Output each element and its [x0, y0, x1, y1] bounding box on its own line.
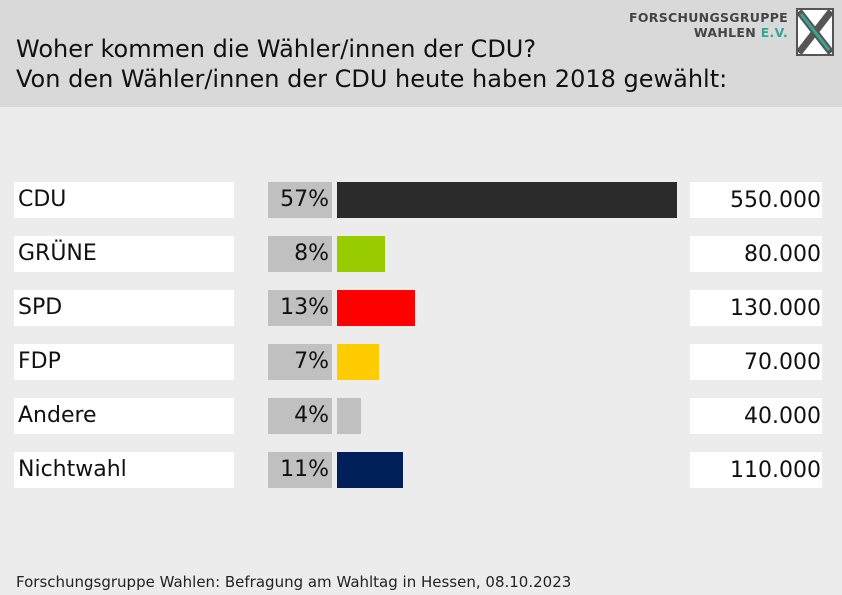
bar-nichtwahl — [337, 452, 403, 488]
absolute-value-label: 130.000 — [730, 296, 821, 321]
category-label: Andere — [18, 403, 97, 428]
absolute-value-box: 130.000 — [690, 290, 822, 326]
category-label: CDU — [18, 187, 67, 212]
source-note: Forschungsgruppe Wahlen: Befragung am Wa… — [16, 573, 572, 591]
bar-andere — [337, 398, 361, 434]
percent-label-box: 57% — [268, 182, 332, 218]
absolute-value-label: 80.000 — [744, 242, 821, 267]
category-label-box: CDU — [14, 182, 234, 218]
absolute-value-box: 40.000 — [690, 398, 822, 434]
chart-row: Nichtwahl 11% 110.000 — [0, 452, 842, 488]
logo-line2b: E.V. — [760, 25, 788, 40]
category-label-box: FDP — [14, 344, 234, 380]
category-label: Nichtwahl — [18, 457, 127, 482]
absolute-value-label: 110.000 — [730, 458, 821, 483]
fgw-x-logo-icon — [796, 8, 834, 56]
chart-title: Woher kommen die Wähler/innen der CDU? — [16, 35, 537, 63]
category-label-box: Andere — [14, 398, 234, 434]
logo-line1: FORSCHUNGSGRUPPE — [629, 10, 788, 25]
percent-label-box: 4% — [268, 398, 332, 434]
percent-label-box: 7% — [268, 344, 332, 380]
percent-label: 13% — [280, 295, 329, 320]
absolute-value-label: 550.000 — [730, 188, 821, 213]
chart-row: SPD 13% 130.000 — [0, 290, 842, 326]
chart-row: Andere 4% 40.000 — [0, 398, 842, 434]
bar-gr-ne — [337, 236, 385, 272]
header: Woher kommen die Wähler/innen der CDU? V… — [0, 0, 842, 107]
chart-row: FDP 7% 70.000 — [0, 344, 842, 380]
category-label-box: SPD — [14, 290, 234, 326]
category-label: FDP — [18, 349, 61, 374]
percent-label: 11% — [280, 457, 329, 482]
percent-label-box: 8% — [268, 236, 332, 272]
chart-row: CDU 57% 550.000 — [0, 182, 842, 218]
absolute-value-box: 550.000 — [690, 182, 822, 218]
logo-line2a: WAHLEN — [693, 25, 757, 40]
absolute-value-label: 40.000 — [744, 404, 821, 429]
category-label-box: Nichtwahl — [14, 452, 234, 488]
bar-spd — [337, 290, 415, 326]
chart-subtitle: Von den Wähler/innen der CDU heute haben… — [16, 65, 728, 93]
percent-label-box: 13% — [268, 290, 332, 326]
absolute-value-box: 70.000 — [690, 344, 822, 380]
category-label: GRÜNE — [18, 241, 97, 266]
category-label: SPD — [18, 295, 63, 320]
logo-text: FORSCHUNGSGRUPPE WAHLEN E.V. — [629, 10, 788, 40]
percent-label: 57% — [280, 187, 329, 212]
bar-fdp — [337, 344, 379, 380]
absolute-value-box: 80.000 — [690, 236, 822, 272]
absolute-value-box: 110.000 — [690, 452, 822, 488]
percent-label-box: 11% — [268, 452, 332, 488]
absolute-value-label: 70.000 — [744, 350, 821, 375]
bar-cdu — [337, 182, 677, 218]
chart-row: GRÜNE 8% 80.000 — [0, 236, 842, 272]
percent-label: 7% — [294, 349, 329, 374]
percent-label: 8% — [294, 241, 329, 266]
category-label-box: GRÜNE — [14, 236, 234, 272]
percent-label: 4% — [294, 403, 329, 428]
